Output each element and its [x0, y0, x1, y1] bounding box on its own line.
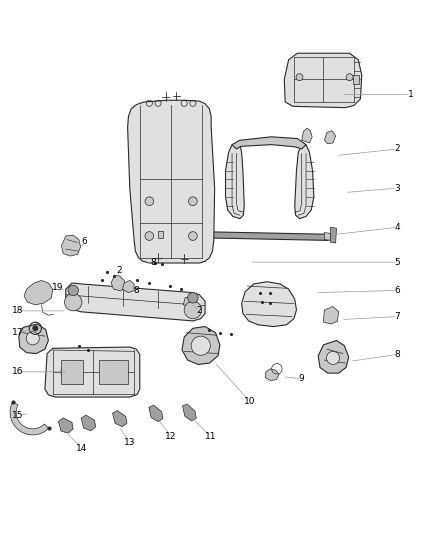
Circle shape	[26, 332, 39, 345]
Polygon shape	[183, 404, 196, 421]
Polygon shape	[19, 324, 48, 353]
Circle shape	[326, 351, 339, 365]
Circle shape	[191, 336, 210, 356]
Text: 2: 2	[395, 144, 400, 154]
Polygon shape	[66, 283, 205, 321]
Polygon shape	[323, 306, 339, 324]
Circle shape	[188, 232, 197, 240]
Polygon shape	[324, 232, 330, 240]
Polygon shape	[10, 402, 49, 435]
Text: 14: 14	[76, 444, 88, 453]
Polygon shape	[295, 144, 314, 219]
Circle shape	[145, 232, 154, 240]
Polygon shape	[184, 296, 196, 308]
Text: 11: 11	[205, 432, 216, 441]
Text: 15: 15	[12, 411, 24, 420]
Polygon shape	[24, 280, 53, 305]
Circle shape	[184, 301, 201, 319]
Polygon shape	[265, 369, 279, 381]
Polygon shape	[318, 341, 349, 373]
Text: 5: 5	[395, 257, 400, 266]
Text: 18: 18	[12, 306, 24, 316]
Circle shape	[64, 294, 82, 311]
Circle shape	[187, 293, 198, 303]
Polygon shape	[81, 415, 96, 431]
Polygon shape	[127, 100, 215, 263]
Circle shape	[33, 326, 38, 331]
Polygon shape	[59, 418, 73, 433]
Text: 1: 1	[408, 90, 413, 99]
Circle shape	[346, 74, 353, 80]
Polygon shape	[242, 282, 297, 327]
Polygon shape	[61, 235, 81, 256]
Polygon shape	[149, 405, 163, 422]
Polygon shape	[226, 144, 244, 219]
Polygon shape	[182, 327, 220, 365]
Polygon shape	[45, 347, 140, 397]
Circle shape	[188, 197, 197, 206]
Text: 4: 4	[395, 223, 400, 232]
Text: 3: 3	[395, 184, 400, 192]
Text: 2: 2	[197, 306, 202, 316]
Text: 6: 6	[395, 286, 400, 295]
Polygon shape	[232, 137, 306, 149]
Circle shape	[145, 197, 154, 206]
Polygon shape	[99, 360, 127, 384]
Polygon shape	[158, 231, 163, 238]
Text: 13: 13	[124, 438, 135, 447]
Text: 19: 19	[52, 283, 64, 292]
Text: 16: 16	[12, 367, 24, 376]
Text: 8: 8	[395, 350, 400, 359]
Text: 9: 9	[299, 374, 304, 383]
Text: 12: 12	[166, 432, 177, 441]
Polygon shape	[113, 410, 127, 426]
Polygon shape	[302, 128, 312, 143]
Polygon shape	[324, 131, 336, 144]
Circle shape	[61, 361, 83, 383]
Polygon shape	[122, 280, 134, 293]
Circle shape	[296, 74, 303, 80]
Text: 2: 2	[116, 266, 122, 276]
Text: 8: 8	[134, 286, 139, 295]
Circle shape	[103, 361, 124, 383]
Text: 17: 17	[12, 328, 24, 337]
Polygon shape	[284, 53, 362, 108]
Circle shape	[68, 285, 78, 296]
Text: 10: 10	[244, 397, 255, 406]
Text: 7: 7	[395, 312, 400, 321]
Polygon shape	[111, 275, 125, 291]
Text: 8: 8	[151, 257, 157, 266]
Polygon shape	[330, 228, 336, 243]
Text: 6: 6	[81, 237, 87, 246]
Polygon shape	[158, 231, 329, 240]
Polygon shape	[61, 360, 83, 384]
Polygon shape	[353, 75, 359, 84]
